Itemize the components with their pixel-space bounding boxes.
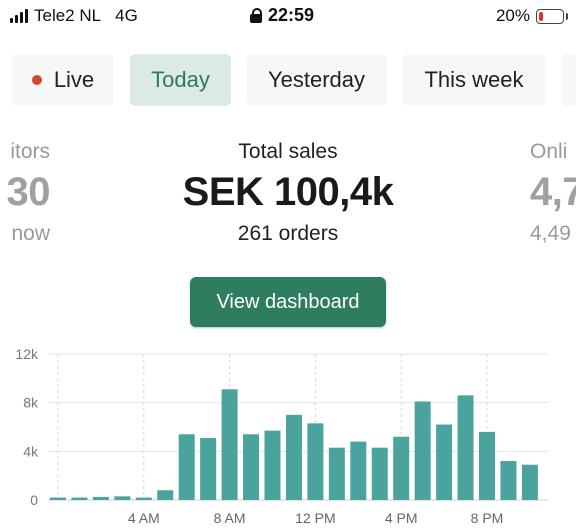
- metric-value: 30: [6, 170, 51, 214]
- lock-icon: [250, 8, 262, 23]
- metric-visitors[interactable]: itors 30 now: [0, 139, 51, 249]
- chart-bar: [114, 496, 131, 500]
- sales-chart: 0 4k 8k 12k 4 AM 8 AM 12 PM 4 PM 8 PM: [15, 346, 548, 526]
- y-tick-label: 8k: [23, 395, 39, 411]
- y-tick-label: 4k: [23, 443, 39, 459]
- chart-bar: [414, 401, 431, 500]
- chart-bar: [135, 497, 152, 500]
- metric-value: SEK 100,4k: [182, 170, 394, 214]
- live-dot-icon: [31, 75, 42, 85]
- chart-bar: [393, 436, 410, 500]
- metric-label: Total sales: [238, 140, 338, 163]
- chart-bar: [479, 431, 495, 500]
- date-range-tabs: Live Today Yesterday This week: [0, 54, 576, 108]
- view-dashboard-button[interactable]: View dashboard: [190, 277, 386, 327]
- metric-sub: 4,49: [530, 222, 571, 245]
- metric-total-sales: Total sales SEK 100,4k 261 orders: [138, 139, 438, 249]
- chart-bar: [178, 434, 195, 500]
- network-type: 4G: [115, 6, 138, 25]
- chart-bar: [264, 430, 281, 500]
- x-tick-label: 8 AM: [214, 510, 246, 526]
- chart-bar: [285, 414, 302, 500]
- chart-bar: [243, 434, 260, 500]
- tab-today[interactable]: Today: [130, 54, 231, 106]
- chart-bar: [157, 490, 174, 500]
- status-right: 20%: [495, 6, 568, 26]
- signal-icon: [10, 9, 28, 23]
- chart-bar: [328, 447, 345, 500]
- tab-label: This week: [424, 67, 524, 92]
- chart-bar: [307, 423, 324, 500]
- battery-icon: [536, 8, 568, 24]
- chart-bar: [350, 441, 367, 500]
- status-center: 22:59: [250, 5, 314, 26]
- chart-bar: [200, 437, 217, 500]
- x-tick-label: 4 PM: [385, 510, 418, 526]
- tab-this-week[interactable]: This week: [403, 54, 545, 106]
- y-tick-label: 0: [30, 492, 38, 508]
- status-bar: Tele2 NL 4G 22:59 20%: [0, 0, 576, 34]
- tab-next-partial[interactable]: [561, 54, 576, 106]
- metric-sub: 261 orders: [237, 222, 339, 245]
- chart-bar: [371, 447, 388, 500]
- status-left: Tele2 NL 4G: [10, 6, 138, 26]
- tab-live[interactable]: Live: [12, 54, 114, 106]
- chart-bar: [457, 395, 474, 500]
- metric-label: Onli: [530, 140, 568, 163]
- y-tick-label: 12k: [15, 346, 39, 362]
- tab-label: Today: [151, 67, 210, 92]
- metric-sub: now: [11, 222, 50, 245]
- chart-bar: [50, 497, 66, 500]
- metric-online[interactable]: Onli 4,7 4,49: [530, 139, 576, 249]
- x-tick-label: 4 AM: [128, 510, 160, 526]
- clock: 22:59: [268, 5, 315, 25]
- x-tick-label: 8 PM: [471, 510, 504, 526]
- tab-yesterday[interactable]: Yesterday: [246, 54, 387, 106]
- x-tick-label: 12 PM: [295, 510, 335, 526]
- chart-bar: [71, 497, 88, 500]
- metric-label: itors: [10, 140, 50, 163]
- metric-value: 4,7: [530, 170, 576, 214]
- chart-bar: [436, 424, 453, 500]
- chart-bar: [92, 496, 109, 500]
- tab-label: Yesterday: [267, 67, 366, 92]
- tab-label: Live: [53, 67, 95, 92]
- chart-bar: [521, 464, 538, 500]
- battery-fill: [539, 11, 544, 21]
- battery-percent: 20%: [495, 6, 530, 25]
- carrier-name: Tele2 NL: [34, 6, 102, 25]
- chart-bar: [221, 389, 238, 500]
- chart-bar: [500, 461, 517, 500]
